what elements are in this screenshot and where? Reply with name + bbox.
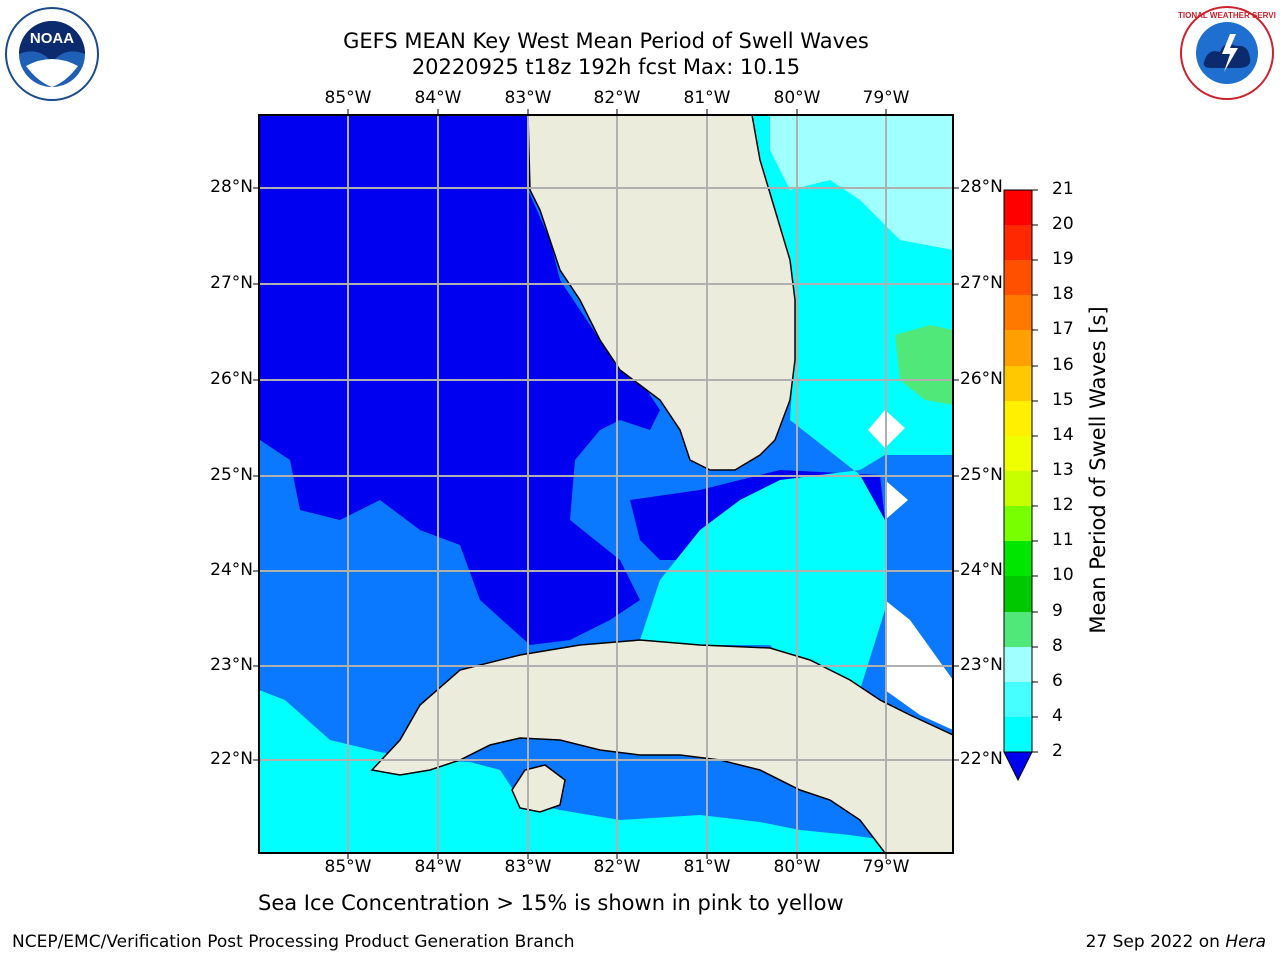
swell-band-9-10 xyxy=(895,325,953,405)
colorbar-tick-label: 4 xyxy=(1052,706,1063,726)
axis-label: 80°W xyxy=(773,88,821,108)
colorbar-segment xyxy=(1004,295,1032,330)
axis-label: 84°W xyxy=(414,88,462,108)
colorbar-segment xyxy=(1004,612,1032,647)
axis-ticks xyxy=(253,109,959,859)
colorbar-extend-triangle xyxy=(1003,751,1033,782)
axis-label: 28°N xyxy=(960,177,1003,197)
noaa-logo: NOAA xyxy=(5,7,99,101)
colorbar-tick-label: 15 xyxy=(1052,390,1074,410)
colorbar xyxy=(1003,189,1038,782)
colorbar-segment xyxy=(1004,647,1032,682)
colorbar-segment xyxy=(1004,225,1032,260)
axis-label: 85°W xyxy=(324,88,372,108)
axis-label: 24°N xyxy=(210,560,253,580)
axis-label: 22°N xyxy=(210,749,253,769)
axis-label: 26°N xyxy=(960,369,1003,389)
colorbar-segment xyxy=(1004,576,1032,612)
colorbar-tick-label: 18 xyxy=(1052,284,1074,304)
colorbar-tick-label: 8 xyxy=(1052,636,1063,656)
axis-label: 23°N xyxy=(960,655,1003,675)
colorbar-segment xyxy=(1004,260,1032,295)
axis-label: 28°N xyxy=(210,177,253,197)
footer-date: 27 Sep 2022 on Hera xyxy=(1086,932,1266,952)
axis-label: 82°W xyxy=(593,857,641,877)
axis-label: 23°N xyxy=(210,655,253,675)
colorbar-segment xyxy=(1004,366,1032,401)
colorbar-tick-label: 10 xyxy=(1052,565,1074,585)
sea-ice-note: Sea Ice Concentration > 15% is shown in … xyxy=(258,891,844,915)
colorbar-tick-label: 21 xyxy=(1052,179,1074,199)
colorbar-tick-label: 6 xyxy=(1052,671,1063,691)
swell-band-8-9-east xyxy=(770,115,953,250)
nws-logo: NATIONAL WEATHER SERVICE xyxy=(1178,6,1276,100)
colorbar-segment xyxy=(1004,541,1032,576)
footer-branch: NCEP/EMC/Verification Post Processing Pr… xyxy=(12,932,575,952)
swell-band-6-8 xyxy=(259,690,885,853)
colorbar-tick-label: 19 xyxy=(1052,249,1074,269)
axis-label: 82°W xyxy=(593,88,641,108)
colorbar-tick-label: 12 xyxy=(1052,495,1074,515)
map-panel xyxy=(259,115,953,853)
noaa-logo-text: NOAA xyxy=(30,30,74,47)
bahamas-mask-2 xyxy=(885,480,953,730)
colorbar-segment xyxy=(1004,471,1032,506)
axis-label: 80°W xyxy=(773,857,821,877)
axis-label: 22°N xyxy=(960,749,1003,769)
nws-logo-text: NATIONAL WEATHER SERVICE xyxy=(1178,11,1276,20)
cuba-landmass xyxy=(370,639,953,853)
colorbar-segment xyxy=(1004,436,1032,471)
chart-subtitle: 20220925 t18z 192h fcst Max: 10.15 xyxy=(411,55,801,79)
colorbar-segment xyxy=(1004,401,1032,436)
axis-label: 25°N xyxy=(210,465,253,485)
axis-label: 27°N xyxy=(960,273,1003,293)
map-frame xyxy=(258,114,954,854)
colorbar-title: Mean Period of Swell Waves [s] xyxy=(1086,306,1110,634)
footer-host: Hera xyxy=(1225,932,1266,952)
colorbar-tick-label: 13 xyxy=(1052,460,1074,480)
colorbar-tick-label: 16 xyxy=(1052,355,1074,375)
colorbar-tick-label: 2 xyxy=(1052,741,1063,761)
axis-label: 79°W xyxy=(862,857,910,877)
axis-label: 83°W xyxy=(504,88,552,108)
axis-label: 81°W xyxy=(683,88,731,108)
axis-label: 26°N xyxy=(210,369,253,389)
florida-landmass xyxy=(527,115,796,471)
colorbar-tick-label: 20 xyxy=(1052,214,1074,234)
axis-label: 27°N xyxy=(210,273,253,293)
axis-label: 81°W xyxy=(683,857,731,877)
axis-label: 24°N xyxy=(960,560,1003,580)
colorbar-segment xyxy=(1004,506,1032,541)
colorbar-tick-label: 17 xyxy=(1052,319,1074,339)
axis-label: 85°W xyxy=(324,857,372,877)
chart-title: GEFS MEAN Key West Mean Period of Swell … xyxy=(343,29,869,53)
grid-lines xyxy=(259,115,953,853)
colorbar-tick-label: 11 xyxy=(1052,530,1074,550)
axis-label: 84°W xyxy=(414,857,462,877)
axis-label: 83°W xyxy=(504,857,552,877)
footer-date-text: 27 Sep 2022 on xyxy=(1085,932,1226,952)
colorbar-segment xyxy=(1004,190,1032,225)
axis-label: 25°N xyxy=(960,465,1003,485)
colorbar-segment xyxy=(1004,330,1032,366)
colorbar-segment xyxy=(1004,682,1032,717)
axis-label: 79°W xyxy=(862,88,910,108)
colorbar-segment xyxy=(1004,717,1032,752)
colorbar-tick-label: 9 xyxy=(1052,601,1063,621)
colorbar-tick-label: 14 xyxy=(1052,425,1074,445)
